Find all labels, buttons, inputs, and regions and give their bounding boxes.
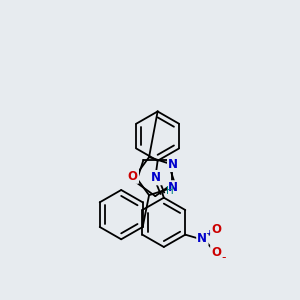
Text: O: O bbox=[211, 223, 221, 236]
Text: O: O bbox=[211, 246, 221, 259]
Text: O: O bbox=[128, 169, 138, 183]
Text: N: N bbox=[151, 171, 161, 184]
Text: N: N bbox=[168, 182, 178, 194]
Text: N: N bbox=[168, 158, 178, 171]
Text: +: + bbox=[205, 229, 212, 238]
Text: N: N bbox=[197, 232, 207, 245]
Text: H: H bbox=[166, 186, 174, 196]
Text: -: - bbox=[222, 251, 226, 264]
